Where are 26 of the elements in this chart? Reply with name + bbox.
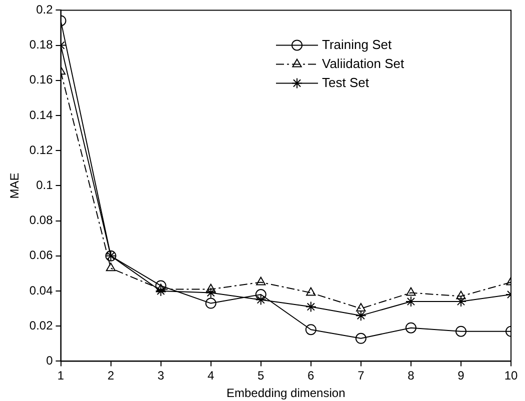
legend-label: Test Set — [322, 74, 370, 90]
x-tick-label: 2 — [107, 368, 114, 383]
y-axis-title: MAE — [8, 172, 22, 199]
legend-label: Valiidation Set — [322, 56, 405, 71]
x-tick-label: 10 — [504, 368, 518, 383]
x-tick-label: 3 — [157, 368, 164, 383]
y-tick-label: 0.12 — [29, 142, 54, 157]
x-tick-label: 4 — [207, 368, 214, 383]
x-tick-label: 9 — [458, 368, 465, 383]
x-tick-label: 6 — [308, 368, 315, 383]
x-tick-label: 5 — [258, 368, 265, 383]
legend-label: Training Set — [322, 36, 392, 52]
y-tick-label: 0.1 — [36, 178, 54, 192]
x-tick-label: 7 — [358, 368, 365, 383]
y-tick-label: 0.18 — [29, 38, 54, 52]
y-tick-label: 0.16 — [29, 72, 54, 87]
y-tick-label: 0.14 — [29, 108, 54, 122]
x-tick-label: 1 — [57, 368, 64, 383]
y-tick-label: 0.04 — [29, 283, 54, 298]
y-tick-label: 0.2 — [36, 2, 54, 17]
y-tick-label: 0.06 — [29, 248, 54, 262]
y-tick-label: 0 — [46, 354, 54, 368]
x-axis-title: Embedding dimension — [226, 386, 346, 400]
x-tick-label: 8 — [408, 368, 415, 383]
y-tick-label: 0.08 — [29, 213, 54, 228]
y-tick-label: 0.02 — [29, 318, 54, 332]
